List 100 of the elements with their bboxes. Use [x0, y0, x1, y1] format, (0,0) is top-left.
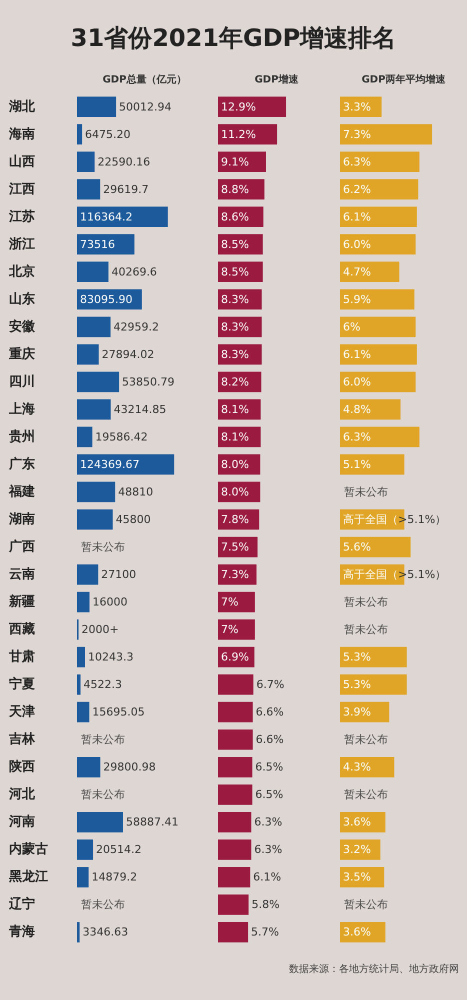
- bar: [218, 922, 248, 942]
- data-label: 116364.2: [80, 210, 132, 224]
- data-label: 14879.2: [92, 870, 138, 884]
- data-label: 6.7%: [256, 678, 284, 692]
- y-tick-label: 天津: [8, 704, 35, 720]
- y-tick-label: 安徽: [9, 318, 36, 334]
- data-label: 3.9%: [343, 706, 371, 719]
- text: 暂未公布: [344, 485, 388, 498]
- bar: [218, 619, 255, 640]
- bar: [340, 179, 418, 200]
- bar: [77, 344, 99, 365]
- bar: [77, 234, 134, 255]
- text: 暂未公布: [344, 623, 388, 636]
- text: 暂未公布: [81, 733, 125, 746]
- y-tick-label: 吉林: [8, 732, 36, 748]
- data-label: 4.7%: [343, 265, 371, 278]
- data-label: 3.2%: [343, 843, 371, 856]
- bar: [340, 536, 411, 558]
- data-label: 6.9%: [221, 650, 249, 664]
- y-tick-label: 辽宁: [8, 896, 35, 912]
- bar: [218, 234, 263, 255]
- data-label: 8.5%: [221, 265, 249, 278]
- y-tick-label: 山西: [9, 154, 35, 170]
- data-label: 5.6%: [343, 540, 371, 554]
- bar: [77, 702, 90, 722]
- bar: [340, 344, 417, 365]
- bar: [77, 812, 123, 832]
- data-label: 7%: [221, 596, 238, 609]
- y-tick-label: 湖南: [8, 512, 35, 527]
- bar: [77, 756, 100, 778]
- data-label: 4.3%: [343, 760, 371, 774]
- bar: [218, 152, 266, 172]
- text: 暂未公布: [344, 596, 388, 609]
- y-tick-label: 山东: [9, 290, 35, 307]
- data-label: 4522.3: [84, 678, 122, 692]
- data-label: 6.3%: [343, 430, 371, 444]
- bar: [340, 646, 407, 668]
- y-tick-label: 黑龙江: [8, 870, 48, 885]
- data-label: 10243.3: [88, 650, 134, 664]
- data-label: 50012.94: [119, 100, 172, 114]
- data-label: 27100: [101, 568, 136, 582]
- bar: [77, 592, 90, 612]
- bar: [340, 426, 420, 448]
- data-label: 11.2%: [221, 128, 256, 141]
- data-label: 6.1%: [253, 870, 282, 884]
- x-axis-title: GDP总量（亿元）: [102, 74, 186, 86]
- y-tick-label: 青海: [8, 924, 35, 940]
- text: 暂未公布: [344, 788, 388, 802]
- bar: [77, 509, 113, 530]
- data-label: 9.1%: [221, 155, 249, 168]
- data-label: 42959.2: [114, 320, 160, 334]
- y-tick-label: 上海: [8, 402, 35, 417]
- bar: [77, 922, 80, 942]
- text: 暂未公布: [81, 788, 125, 802]
- data-label: 8.1%: [221, 402, 249, 416]
- data-label: 43214.85: [114, 402, 166, 416]
- y-tick-label: 西藏: [8, 621, 35, 638]
- data-label: 48810: [118, 485, 154, 498]
- data-label: 6.5%: [255, 760, 284, 774]
- data-label: 6.2%: [343, 182, 371, 196]
- bar: [77, 96, 116, 117]
- y-tick-label: 河南: [8, 814, 35, 830]
- bar: [77, 867, 89, 888]
- data-label: 6475.20: [85, 128, 131, 141]
- bar: [218, 96, 286, 117]
- y-tick-label: 福建: [8, 483, 35, 500]
- bar: [218, 840, 252, 860]
- bar: [340, 702, 390, 722]
- data-label: 7.8%: [221, 513, 249, 526]
- data-label: 8.3%: [221, 292, 249, 306]
- bar: [218, 867, 250, 888]
- bar: [218, 592, 255, 612]
- bar: [340, 454, 404, 475]
- data-label: 3346.63: [82, 926, 128, 939]
- bar: [77, 399, 111, 420]
- bar: [340, 262, 400, 282]
- y-tick-label: 宁夏: [9, 676, 35, 692]
- y-tick-label: 河北: [8, 787, 36, 802]
- data-label: 8.3%: [221, 320, 249, 334]
- data-label: 8.0%: [221, 458, 249, 471]
- bar: [218, 894, 249, 915]
- bar: [77, 564, 98, 585]
- data-label: 6.3%: [343, 155, 371, 168]
- data-label: 6.5%: [255, 788, 284, 802]
- bar: [218, 756, 252, 778]
- bar: [340, 234, 416, 255]
- data-label: 5.8%: [252, 898, 280, 912]
- bar: [340, 206, 417, 228]
- data-label: 8.6%: [221, 210, 249, 224]
- y-tick-label: 广东: [8, 456, 35, 472]
- bar: [218, 784, 252, 805]
- bar: [77, 206, 168, 228]
- data-label: 20514.2: [96, 843, 142, 856]
- data-label: 29800.98: [103, 760, 156, 774]
- source-note: 数据来源：各地方统计局、地方政府网: [289, 962, 459, 976]
- y-tick-label: 湖北: [8, 99, 36, 114]
- data-label: 73516: [80, 238, 115, 251]
- data-label: 8.8%: [221, 182, 249, 196]
- data-label: 6%: [343, 320, 360, 334]
- data-label: 6.1%: [343, 210, 371, 224]
